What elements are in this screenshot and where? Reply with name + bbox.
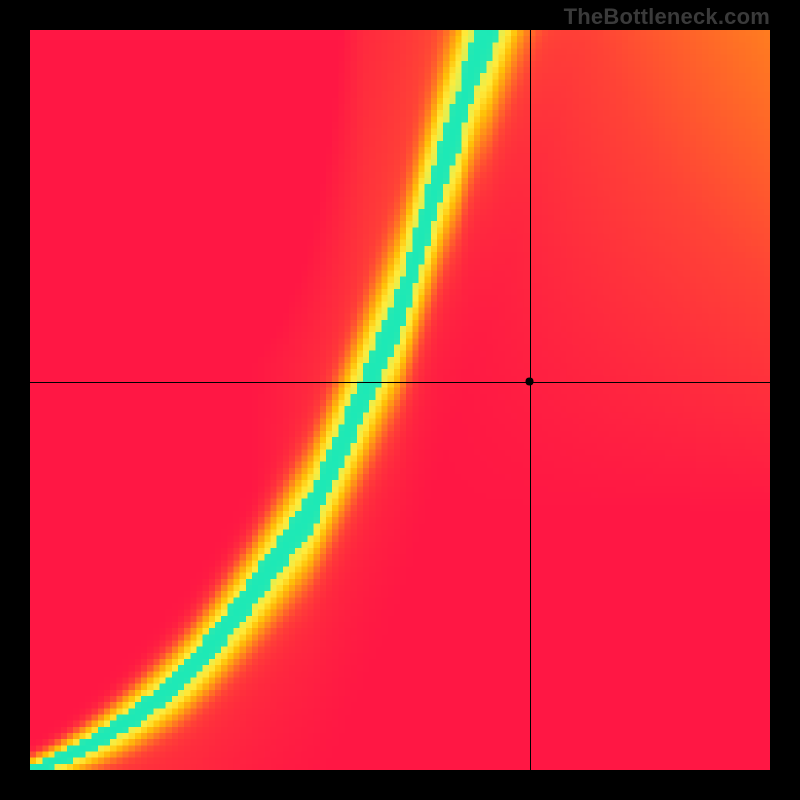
attribution-label: TheBottleneck.com xyxy=(564,4,770,30)
crosshair-overlay xyxy=(30,30,770,770)
